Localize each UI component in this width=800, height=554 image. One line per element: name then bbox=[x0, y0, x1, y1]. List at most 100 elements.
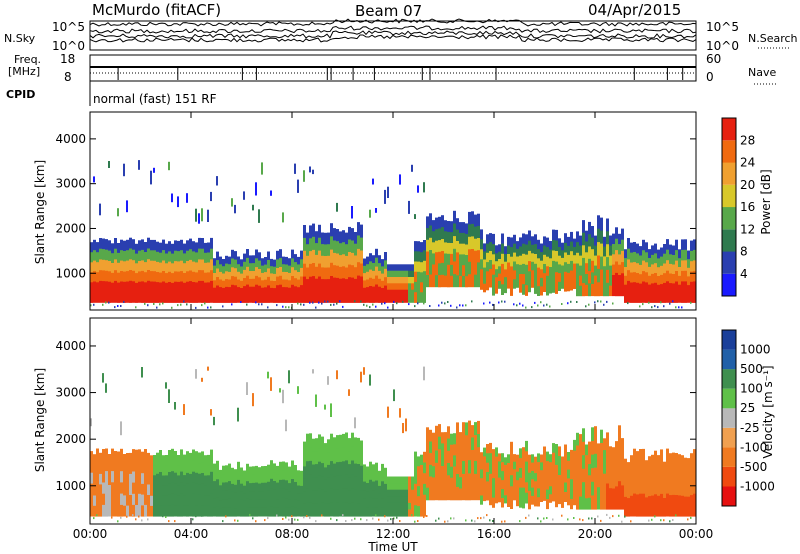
heatmap-cell bbox=[474, 473, 477, 488]
heatmap-cell bbox=[384, 252, 387, 261]
heatmap-cell bbox=[450, 488, 453, 501]
heatmap-cell bbox=[168, 472, 171, 484]
noise-right-tick-top: 10^5 bbox=[706, 20, 739, 34]
heatmap-cell bbox=[600, 519, 602, 522]
heatmap-cell bbox=[168, 292, 171, 303]
heatmap-cell bbox=[525, 492, 528, 504]
heatmap-cell bbox=[150, 495, 153, 507]
heatmap-cell bbox=[363, 464, 366, 474]
heatmap-cell bbox=[282, 279, 285, 288]
heatmap-cell bbox=[441, 477, 444, 489]
heatmap-cell bbox=[324, 491, 327, 505]
heatmap-cell bbox=[600, 443, 603, 457]
heatmap-cell bbox=[240, 483, 243, 493]
heatmap-cell bbox=[531, 462, 534, 472]
heatmap-cell bbox=[96, 504, 99, 517]
heatmap-cell bbox=[90, 418, 92, 427]
heatmap-cell bbox=[612, 233, 615, 245]
heatmap-cell bbox=[672, 505, 675, 517]
heatmap-cell bbox=[423, 240, 426, 251]
heatmap-cell bbox=[609, 255, 612, 267]
heatmap-cell bbox=[414, 261, 417, 273]
heatmap-cell bbox=[615, 497, 618, 510]
heatmap-cell bbox=[504, 495, 507, 504]
heatmap-cell bbox=[642, 448, 645, 461]
heatmap-cell bbox=[612, 457, 615, 469]
heatmap-cell bbox=[459, 254, 462, 266]
heatmap-cell bbox=[189, 291, 192, 303]
heatmap-cell bbox=[309, 276, 312, 290]
heatmap-cell bbox=[240, 288, 243, 296]
heatmap-cell bbox=[144, 449, 147, 461]
heatmap-cell bbox=[126, 271, 129, 282]
heatmap-cell bbox=[438, 424, 441, 438]
heatmap-cell bbox=[213, 481, 216, 491]
heatmap-cell bbox=[246, 463, 249, 473]
heatmap-cell bbox=[459, 304, 461, 307]
heatmap-cell bbox=[597, 443, 600, 455]
heatmap-cell bbox=[273, 295, 276, 303]
heatmap-cell bbox=[168, 282, 171, 293]
heatmap-cell bbox=[582, 220, 585, 234]
heatmap-cell bbox=[312, 223, 315, 238]
heatmap-cell bbox=[159, 262, 162, 273]
heatmap-cell bbox=[291, 497, 294, 508]
heatmap-cell bbox=[333, 228, 336, 241]
heatmap-cell bbox=[177, 292, 180, 303]
heatmap-cell bbox=[630, 520, 632, 523]
heatmap-cell bbox=[585, 455, 588, 467]
heatmap-cell bbox=[459, 443, 462, 456]
heatmap-cell bbox=[612, 498, 615, 510]
heatmap-cell bbox=[657, 485, 660, 497]
velocity-colorbar-tick: -25 bbox=[740, 421, 760, 435]
heatmap-cell bbox=[636, 494, 639, 506]
heatmap-cell bbox=[471, 487, 474, 501]
heatmap-cell bbox=[387, 496, 390, 504]
heatmap-cell bbox=[192, 493, 195, 506]
heatmap-cell bbox=[441, 301, 443, 304]
heatmap-cell bbox=[621, 485, 624, 498]
heatmap-cell bbox=[168, 251, 171, 263]
heatmap-cell bbox=[351, 502, 354, 517]
heatmap-cell bbox=[336, 202, 338, 212]
heatmap-cell bbox=[600, 469, 603, 484]
heatmap-cell bbox=[282, 264, 285, 273]
heatmap-cell bbox=[522, 447, 525, 458]
heatmap-cell bbox=[108, 271, 111, 283]
heatmap-cell bbox=[306, 433, 309, 448]
heatmap-cell bbox=[477, 473, 480, 488]
heatmap-cell bbox=[396, 302, 398, 305]
heatmap-cell bbox=[579, 275, 582, 287]
heatmap-cell bbox=[180, 271, 183, 282]
heatmap-cell bbox=[381, 273, 384, 282]
heatmap-cell bbox=[117, 208, 119, 217]
heatmap-cell bbox=[357, 503, 360, 517]
heatmap-cell bbox=[129, 473, 132, 485]
heatmap-cell bbox=[576, 231, 579, 243]
heatmap-cell bbox=[207, 272, 210, 283]
heatmap-cell bbox=[315, 394, 317, 407]
heatmap-cell bbox=[558, 238, 561, 248]
heatmap-cell bbox=[603, 285, 606, 297]
heatmap-cell bbox=[477, 434, 480, 448]
heatmap-cell bbox=[555, 496, 558, 508]
heatmap-cell bbox=[309, 474, 312, 489]
heatmap-cell bbox=[561, 303, 563, 305]
heatmap-cell bbox=[351, 228, 354, 241]
heatmap-cell bbox=[225, 263, 228, 272]
heatmap-cell bbox=[261, 303, 263, 306]
heatmap-cell bbox=[591, 517, 593, 520]
heatmap-cell bbox=[570, 270, 573, 281]
heatmap-cell bbox=[330, 276, 333, 290]
heatmap-cell bbox=[561, 514, 563, 517]
velocity-colorbar-tick: -500 bbox=[740, 460, 767, 474]
heatmap-cell bbox=[303, 491, 306, 505]
heatmap-cell bbox=[498, 469, 501, 479]
heatmap-cell bbox=[315, 477, 318, 491]
heatmap-cell bbox=[540, 470, 543, 479]
heatmap-cell bbox=[330, 447, 333, 462]
heatmap-cell bbox=[390, 509, 393, 517]
heatmap-cell bbox=[336, 489, 339, 504]
heatmap-cell bbox=[474, 262, 477, 276]
heatmap-cell bbox=[513, 252, 516, 262]
